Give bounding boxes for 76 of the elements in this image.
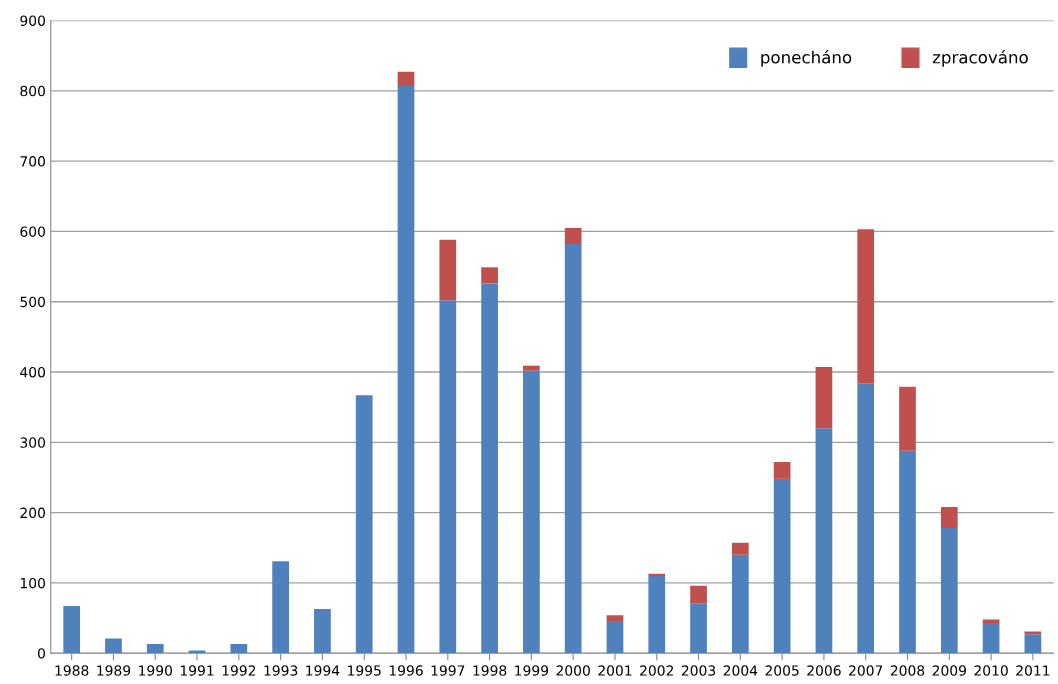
bar	[439, 239, 457, 301]
bar	[564, 227, 582, 245]
bar	[230, 644, 248, 654]
bar	[523, 365, 540, 371]
x-tick-label: 1989	[97, 665, 131, 676]
y-tick-label: 300	[20, 437, 45, 448]
x-tick-label: 1995	[348, 665, 381, 676]
bar	[481, 283, 498, 654]
bar	[940, 528, 958, 654]
x-tick-label: 2005	[765, 665, 799, 676]
bar	[982, 619, 1000, 623]
bar	[940, 507, 958, 529]
x-tick-label: 2002	[640, 665, 674, 676]
x-tick-label: 2006	[807, 665, 841, 676]
bar	[899, 450, 916, 654]
bar	[731, 554, 749, 654]
bar	[773, 478, 791, 654]
x-tick-label: 2009	[932, 665, 966, 676]
bar	[146, 644, 164, 654]
bar	[606, 615, 624, 621]
x-tick-label: 2007	[849, 665, 883, 676]
y-tick-label: 900	[20, 15, 45, 26]
bar	[105, 638, 122, 654]
y-tick-label: 200	[20, 507, 45, 519]
x-tick-label: 1994	[306, 665, 340, 676]
bar	[397, 85, 415, 654]
bar	[606, 620, 624, 654]
bar	[1024, 631, 1042, 635]
bar	[982, 622, 1000, 654]
bar	[1024, 634, 1042, 654]
legend-label: ponecháno	[761, 50, 852, 67]
bar	[899, 386, 916, 451]
bar	[690, 585, 707, 604]
bar	[648, 573, 666, 576]
bar	[815, 367, 833, 429]
x-tick-label: 1992	[222, 665, 256, 676]
y-tick-label: 400	[20, 366, 45, 378]
x-tick-label: 1991	[180, 665, 214, 676]
bar	[648, 575, 666, 654]
x-tick-label: 1999	[515, 665, 549, 676]
y-tick-label: 800	[20, 85, 45, 97]
bar	[439, 300, 457, 654]
bar	[815, 428, 833, 654]
x-tick-label: 1990	[139, 665, 173, 676]
x-tick-label: 2010	[974, 665, 1008, 676]
legend-label: zpracováno	[932, 50, 1028, 67]
y-tick-label: 0	[38, 648, 45, 659]
bar	[857, 383, 875, 654]
bar	[481, 267, 498, 284]
bar	[397, 71, 415, 86]
bar	[690, 603, 707, 654]
y-tick-label: 600	[20, 226, 45, 237]
x-tick-label: 2011	[1016, 665, 1050, 676]
bar	[63, 606, 81, 654]
x-tick-label: 1996	[389, 665, 423, 676]
bar	[355, 395, 373, 654]
y-tick-label: 100	[20, 577, 45, 589]
x-tick-label: 1997	[431, 665, 465, 676]
x-tick-label: 2008	[890, 665, 925, 676]
bar	[188, 650, 206, 654]
x-tick-label: 1998	[473, 665, 507, 676]
x-tick-label: 2003	[681, 665, 716, 676]
x-tick-label: 1988	[55, 665, 89, 676]
x-tick-label: 2000	[556, 665, 590, 676]
bar	[773, 462, 791, 479]
bar	[523, 370, 540, 654]
x-tick-label: 1993	[264, 665, 298, 676]
x-tick-label: 2004	[723, 665, 758, 676]
bar	[564, 244, 582, 654]
y-tick-label: 700	[20, 156, 45, 167]
y-tick-label: 500	[20, 296, 45, 308]
bar	[731, 542, 749, 555]
bar	[314, 608, 331, 654]
bar	[272, 561, 289, 654]
bar	[857, 229, 875, 384]
x-tick-label: 2001	[598, 665, 632, 676]
